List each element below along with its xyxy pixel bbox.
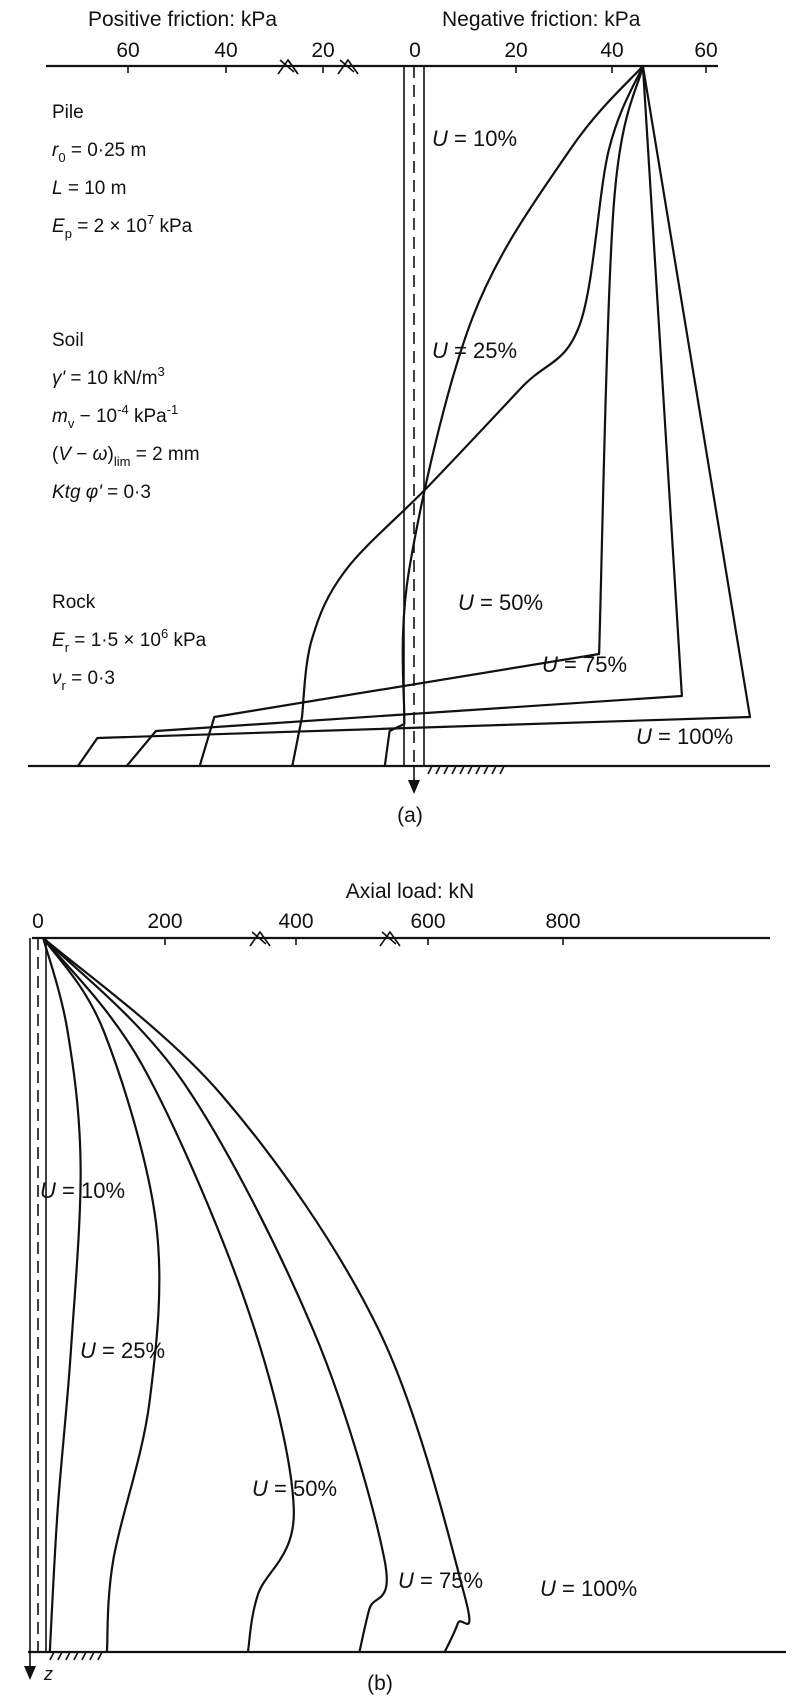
axis-a-ticks — [127, 66, 707, 73]
curve-label-a-u-25: U = 25% — [432, 338, 517, 363]
svg-text:U = 50%: U = 50% — [252, 1476, 337, 1501]
notes-soil: Soil γ' = 10 kN/m3 mv − 10-4 kPa-1 (V − … — [52, 330, 200, 503]
curve-b-u-10 — [42, 937, 82, 1653]
svg-text:U = 50%: U = 50% — [458, 590, 543, 615]
curve-label-a-u-50: U = 50% — [458, 590, 543, 615]
tick-label-a-pos-20: 20 — [311, 39, 334, 62]
axis-break-b-1 — [249, 930, 271, 947]
svg-text:Er = 1·5 × 106 kPa: Er = 1·5 × 106 kPa — [52, 626, 207, 655]
curve-label-a-u-10: U = 10% — [432, 126, 517, 151]
curve-label-a-u-100: U = 100% — [636, 724, 733, 749]
svg-text:νr = 0·3: νr = 0·3 — [52, 668, 115, 693]
axis-break-b-2 — [379, 930, 401, 947]
tick-label-b-200: 200 — [147, 910, 182, 933]
curve-label-b-u-10: U = 10% — [40, 1178, 125, 1203]
tick-label-a-neg-40: 40 — [600, 39, 623, 62]
curve-b-u-25 — [42, 937, 161, 1653]
title-negative-friction: Negative friction: kPa — [442, 8, 641, 31]
svg-text:Pile: Pile — [52, 102, 84, 123]
curve-b-u-100 — [42, 937, 471, 1653]
curve-label-b-u-100: U = 100% — [540, 1576, 637, 1601]
curve-label-b-u-50: U = 50% — [252, 1476, 337, 1501]
pile-a — [403, 66, 425, 766]
curves-b — [42, 937, 471, 1653]
curve-a-u-100 — [77, 65, 752, 767]
panel-label-a: (a) — [397, 804, 423, 827]
svg-text:U = 75%: U = 75% — [542, 652, 627, 677]
tick-label-a-neg-60: 60 — [694, 39, 717, 62]
notes-rock: Rock Er = 1·5 × 106 kPa νr = 0·3 — [52, 592, 207, 693]
svg-text:r0 = 0·25 m: r0 = 0·25 m — [52, 140, 146, 165]
axis-b-ticks — [164, 938, 564, 945]
tick-label-a-pos-60: 60 — [116, 39, 139, 62]
tick-label-a-pos-40: 40 — [214, 39, 237, 62]
svg-text:U = 100%: U = 100% — [540, 1576, 637, 1601]
curve-label-b-u-25: U = 25% — [80, 1338, 165, 1363]
z-arrow-b — [24, 1652, 36, 1680]
svg-text:Ep = 2 × 107 kPa: Ep = 2 × 107 kPa — [52, 212, 193, 241]
tick-label-a-zero: 0 — [409, 39, 421, 62]
panel-a: Positive friction: kPa Negative friction… — [28, 8, 770, 827]
tick-label-b-0: 0 — [32, 910, 44, 933]
panel-label-b: (b) — [367, 1672, 393, 1695]
svg-text:Ktg φ' = 0·3: Ktg φ' = 0·3 — [52, 482, 151, 503]
svg-text:U = 25%: U = 25% — [432, 338, 517, 363]
pile-b — [29, 938, 47, 1652]
curve-label-a-u-75: U = 75% — [542, 652, 627, 677]
axis-break-a-2 — [337, 58, 359, 75]
tick-label-a-neg-20: 20 — [504, 39, 527, 62]
tick-label-b-800: 800 — [545, 910, 580, 933]
tick-label-b-600: 600 — [410, 910, 445, 933]
svg-text:mv − 10-4 kPa-1: mv − 10-4 kPa-1 — [52, 402, 178, 431]
svg-text:U = 10%: U = 10% — [40, 1178, 125, 1203]
svg-text:Rock: Rock — [52, 592, 96, 613]
svg-text:U = 10%: U = 10% — [432, 126, 517, 151]
svg-text:U = 75%: U = 75% — [398, 1568, 483, 1593]
svg-text:L = 10 m: L = 10 m — [52, 178, 126, 199]
svg-text:(V − ω)lim = 2 mm: (V − ω)lim = 2 mm — [52, 444, 200, 469]
svg-text:U = 25%: U = 25% — [80, 1338, 165, 1363]
axis-break-a-1 — [277, 58, 299, 75]
z-arrow-a — [408, 766, 420, 794]
curve-a-u-10 — [383, 65, 644, 767]
axis-z-label: z — [43, 1664, 53, 1684]
ground-hatch-b — [49, 1651, 106, 1661]
curve-b-u-50 — [42, 937, 295, 1653]
svg-text:Soil: Soil — [52, 330, 84, 351]
svg-text:γ' = 10 kN/m3: γ' = 10 kN/m3 — [52, 364, 165, 389]
tick-label-b-400: 400 — [278, 910, 313, 933]
curve-b-u-75 — [42, 937, 388, 1653]
panel-b: Axial load: kN 0 200 400 600 800 — [24, 880, 786, 1695]
curve-label-b-u-75: U = 75% — [398, 1568, 483, 1593]
curves-a — [77, 65, 752, 767]
title-axial-load: Axial load: kN — [346, 880, 474, 903]
curve-a-u-75 — [125, 65, 683, 767]
curve-a-u-50 — [198, 65, 644, 767]
svg-text:U = 100%: U = 100% — [636, 724, 733, 749]
ground-hatch-a — [427, 765, 506, 775]
notes-pile: Pile r0 = 0·25 m L = 10 m Ep = 2 × 107 k… — [52, 102, 193, 241]
curve-a-u-25 — [291, 65, 644, 767]
title-positive-friction: Positive friction: kPa — [88, 8, 277, 31]
